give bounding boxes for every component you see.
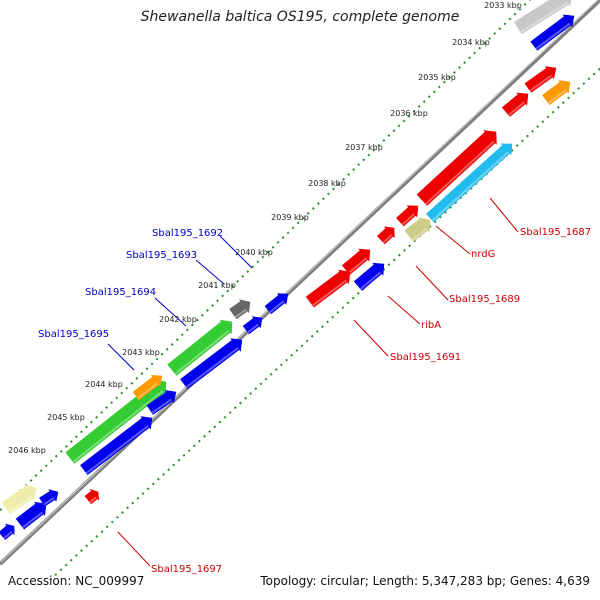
tick-label: 2041 kbp bbox=[198, 281, 236, 290]
tick-label: 2045 kbp bbox=[47, 413, 85, 422]
gene-label-sbal1694[interactable]: Sbal195_1694 bbox=[85, 287, 156, 298]
gene-arrow-blue-shine bbox=[43, 497, 55, 506]
gene-arrow-green-shine bbox=[72, 390, 164, 463]
gene-arrow-red[interactable] bbox=[305, 269, 351, 308]
genome-summary-text: Topology: circular; Length: 5,347,283 bp… bbox=[260, 574, 590, 588]
map-title: Shewanella baltica OS195, complete genom… bbox=[140, 9, 460, 25]
gene-arrow-blue-shine bbox=[3, 531, 13, 540]
gene-arrow-blue-shine bbox=[359, 271, 382, 290]
gene-label-sbal1697[interactable]: Sbal195_1697 bbox=[151, 564, 222, 575]
gene-arrow-1695-shine bbox=[174, 330, 230, 375]
gene-arrow-red[interactable] bbox=[341, 248, 371, 275]
gene-arrow-red-shine bbox=[529, 74, 553, 92]
tick-label: 2043 kbp bbox=[122, 348, 160, 357]
gene-arrow-blue-shine bbox=[22, 511, 44, 529]
gene-arrow-orange[interactable] bbox=[132, 375, 163, 401]
gene-arrow-red[interactable] bbox=[524, 66, 557, 93]
gene-arrow-red-shine bbox=[401, 213, 416, 226]
gene-arrow-red-shine bbox=[89, 496, 97, 504]
label-leader-sbal1695 bbox=[107, 343, 135, 371]
gene-arrow-nrdG[interactable] bbox=[404, 217, 431, 242]
gene-arrow-blue-shine bbox=[247, 323, 259, 334]
tick-label: 2042 kbp bbox=[159, 315, 197, 324]
gene-arrow-blue-shine bbox=[185, 347, 239, 388]
gene-arrow-red-shine bbox=[382, 234, 393, 244]
gene-arrow-1687[interactable] bbox=[416, 130, 497, 206]
gene-arrow-1695[interactable] bbox=[167, 319, 233, 376]
gene-arrow-cyan-shine bbox=[431, 151, 510, 222]
label-leader-sbal1694 bbox=[154, 297, 187, 327]
gene-arrow-pale[interactable] bbox=[1, 484, 37, 515]
gene-arrow-pale-shine bbox=[8, 495, 33, 513]
gene-arrow-cyan[interactable] bbox=[425, 143, 513, 223]
label-leader-sbal1687 bbox=[489, 197, 519, 233]
gene-arrow-orange-shine bbox=[137, 382, 159, 400]
gene-arrow-silver-shine bbox=[520, 1, 569, 34]
gene-label-sbal1689[interactable]: Sbal195_1689 bbox=[449, 294, 520, 305]
tick-label: 2039 kbp bbox=[271, 213, 309, 222]
label-leader-ribA bbox=[387, 295, 421, 325]
label-leader-nrdG bbox=[435, 225, 471, 255]
upper-tick-track bbox=[0, 0, 532, 512]
tick-label: 2040 kbp bbox=[235, 248, 273, 257]
gene-arrow-blue-shine bbox=[535, 22, 571, 50]
gene-arrow-blue[interactable] bbox=[353, 262, 385, 291]
gene-label-sbal1693[interactable]: Sbal195_1693 bbox=[126, 250, 197, 261]
gene-arrow-orange[interactable] bbox=[542, 80, 571, 106]
gene-arrow-silver[interactable] bbox=[513, 0, 572, 35]
label-leader-sbal1689 bbox=[415, 265, 449, 301]
label-leader-sbal1691 bbox=[353, 319, 389, 357]
gene-arrow-blue-shine bbox=[85, 425, 149, 474]
gene-label-sbal1687[interactable]: Sbal195_1687 bbox=[520, 227, 591, 238]
gene-label-sbal1692[interactable]: Sbal195_1692 bbox=[152, 228, 223, 239]
tick-label: 2044 kbp bbox=[85, 380, 123, 389]
gene-arrow-blue-shine bbox=[269, 300, 285, 314]
tick-label: 2037 kbp bbox=[345, 143, 383, 152]
gene-arrow-blue[interactable] bbox=[80, 416, 153, 476]
gene-arrow-blue[interactable] bbox=[264, 293, 289, 315]
backbone-highlight bbox=[0, 0, 599, 563]
gene-arrow-red[interactable] bbox=[84, 488, 100, 505]
gene-arrow-blue[interactable] bbox=[39, 489, 59, 507]
gene-arrow-red[interactable] bbox=[376, 226, 395, 245]
lower-tick-track bbox=[49, 67, 600, 581]
label-leader-sbal1697 bbox=[117, 531, 151, 567]
gene-label-sbal1695[interactable]: Sbal195_1695 bbox=[38, 329, 109, 340]
gene-arrow-blue[interactable] bbox=[530, 14, 575, 51]
gene-arrow-gray-shine bbox=[234, 308, 247, 319]
gene-arrow-red-shine bbox=[347, 257, 368, 274]
tick-label: 2033 kbp bbox=[484, 1, 522, 10]
gene-arrow-red-shine bbox=[507, 101, 525, 116]
gene-arrow-blue[interactable] bbox=[146, 390, 177, 415]
gene-arrow-red-shine bbox=[312, 279, 347, 307]
tick-label: 2038 kbp bbox=[308, 179, 346, 188]
gene-arrow-red[interactable] bbox=[395, 205, 419, 227]
gene-arrow-blue[interactable] bbox=[242, 316, 263, 335]
genome-backbone bbox=[0, 0, 600, 566]
gene-arrow-red[interactable] bbox=[501, 92, 529, 117]
gene-label-nrdG[interactable]: nrdG bbox=[471, 249, 495, 260]
tick-label: 2034 kbp bbox=[452, 38, 490, 47]
gene-arrow-orange-shine bbox=[547, 89, 567, 104]
gene-arrow-blue-shine bbox=[151, 398, 172, 414]
gene-arrow-gray[interactable] bbox=[229, 299, 251, 320]
gene-arrow-blue[interactable] bbox=[180, 338, 243, 390]
accession-text: Accession: NC_009997 bbox=[8, 574, 145, 588]
gene-arrow-nrdG-shine bbox=[411, 228, 428, 241]
tick-label: 2046 kbp bbox=[8, 446, 46, 455]
label-leader-sbal1693 bbox=[195, 259, 225, 285]
label-leader-sbal1692 bbox=[219, 235, 253, 269]
tick-label: 2035 kbp bbox=[418, 73, 456, 82]
tick-label: 2036 kbp bbox=[390, 109, 428, 118]
gene-arrow-blue[interactable] bbox=[0, 523, 15, 541]
gene-label-ribA[interactable]: ribA bbox=[421, 320, 441, 331]
gene-arrow-blue[interactable] bbox=[15, 501, 47, 530]
gene-label-sbal1691[interactable]: Sbal195_1691 bbox=[390, 352, 461, 363]
gene-arrow-1687-shine bbox=[425, 140, 495, 205]
